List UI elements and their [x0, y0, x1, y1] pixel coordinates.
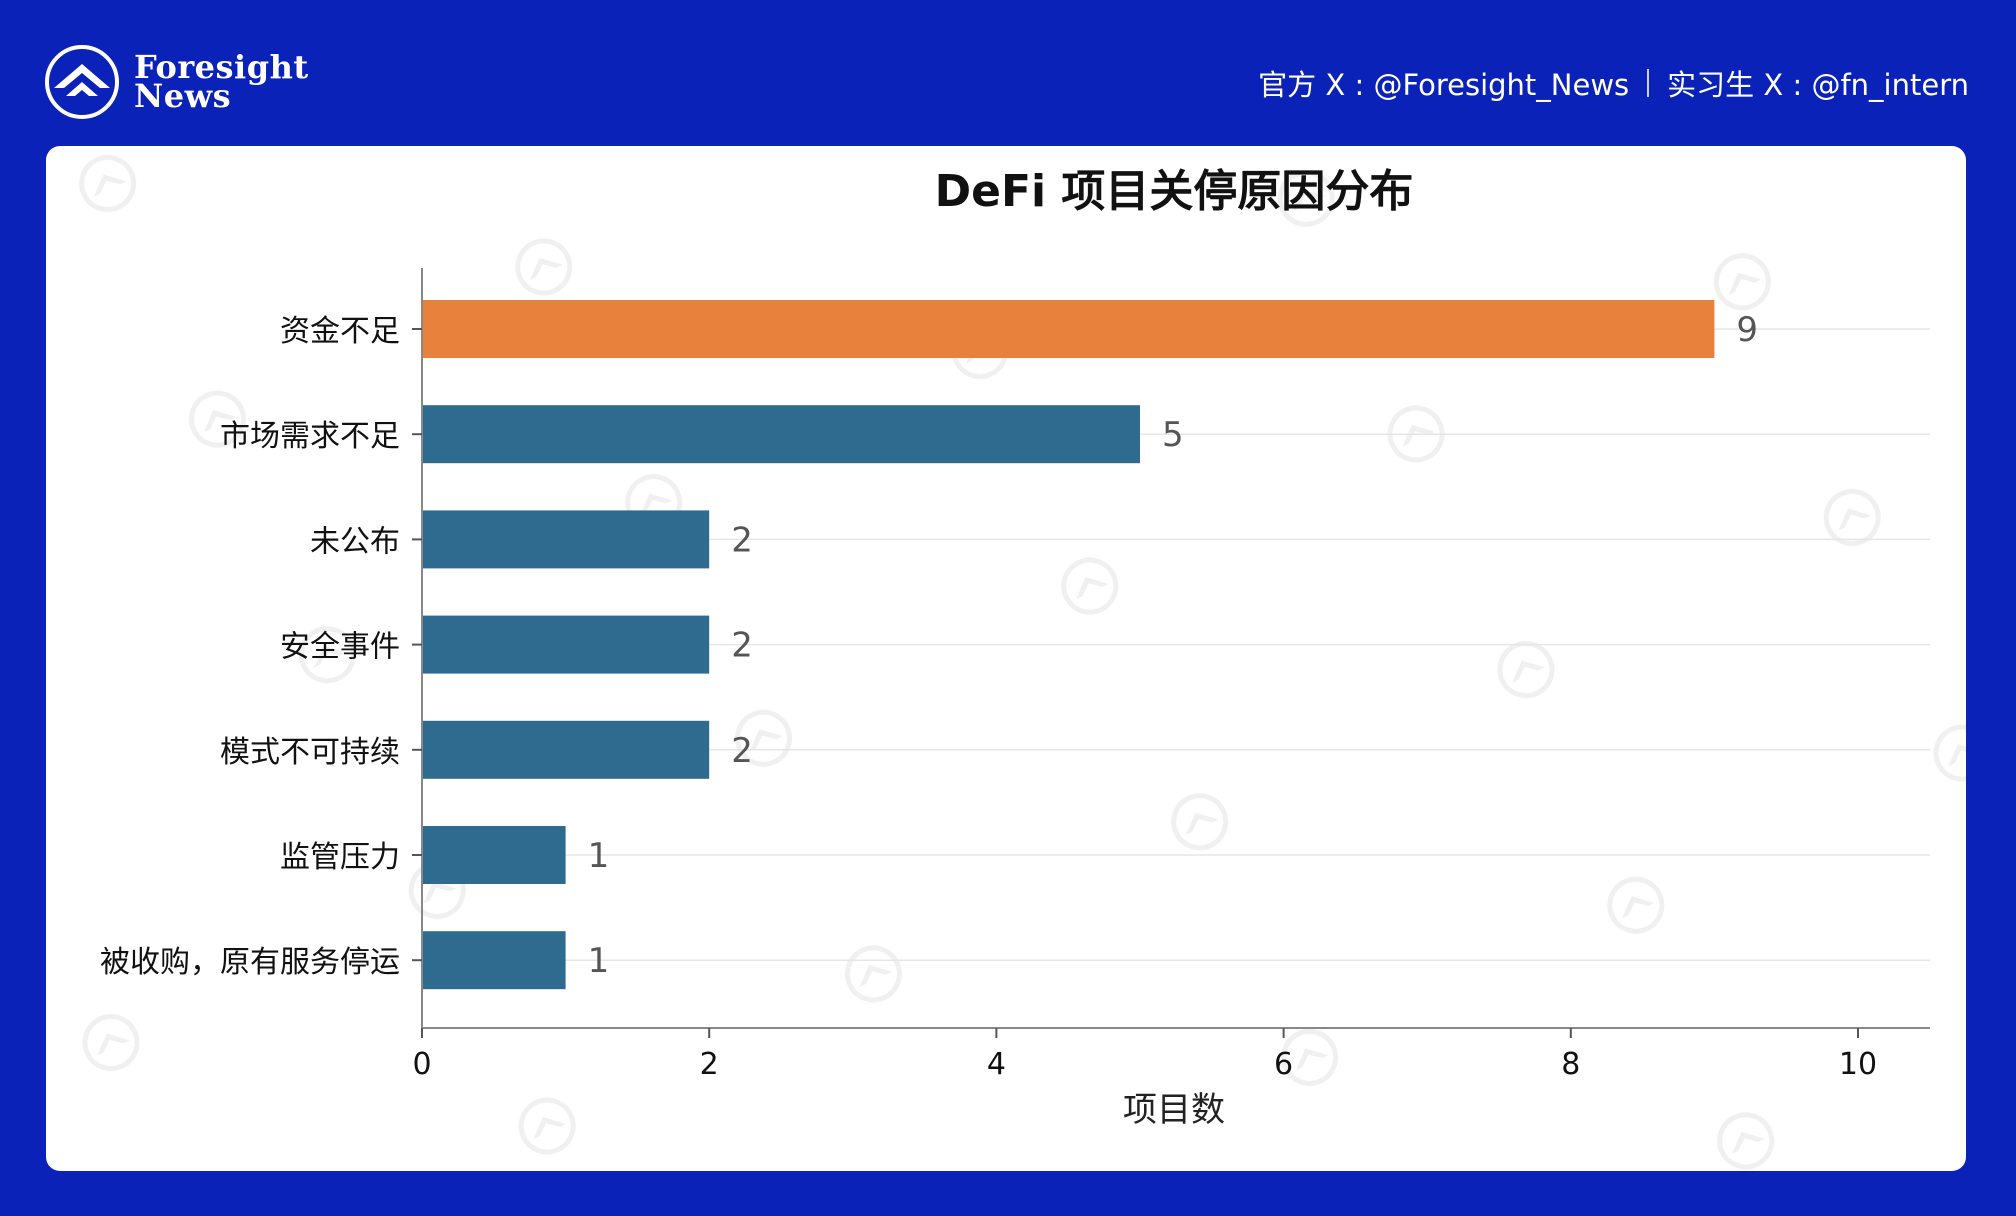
category-label: 监管压力	[280, 840, 400, 875]
data-label: 2	[731, 731, 753, 771]
brand-name-line2: News	[134, 77, 232, 115]
brand-logo: Foresight News	[44, 44, 309, 120]
data-label: 5	[1162, 415, 1184, 455]
data-label: 1	[588, 941, 610, 981]
bar-2	[423, 405, 1140, 464]
brand-name: Foresight News	[134, 48, 309, 115]
bar-chart: DeFi 项目关停原因分布 9 5 2 2 2 1 1 资金不足市场需求不足未公布安全事件模…	[100, 166, 1930, 1130]
category-label: 市场需求不足	[220, 419, 400, 454]
category-label: 被收购，原有服务停运	[100, 945, 400, 980]
x-tick-label: 10	[1839, 1047, 1877, 1082]
x-tick-label: 0	[412, 1047, 431, 1082]
category-label: 模式不可持续	[220, 735, 400, 770]
x-tick-label: 6	[1274, 1047, 1293, 1082]
bar-1	[423, 300, 1715, 358]
x-tick-label: 2	[700, 1047, 719, 1082]
x-tick-label: 4	[987, 1047, 1006, 1082]
social-handles: 官方 X : @Foresight_News 实习生 X : @fn_inter…	[1258, 62, 1969, 104]
category-label: 安全事件	[280, 630, 400, 665]
bar-4	[423, 615, 710, 674]
data-label: 2	[731, 626, 753, 666]
foresight-logo-icon	[45, 45, 119, 119]
category-label: 未公布	[310, 524, 400, 559]
x-tick-label: 8	[1561, 1047, 1580, 1082]
handle-divider	[1647, 69, 1650, 97]
data-label: 1	[588, 836, 610, 876]
data-label: 2	[731, 520, 753, 560]
bar-6	[423, 826, 566, 884]
x-axis-label: 项目数	[1123, 1090, 1225, 1130]
bar-5	[423, 720, 710, 779]
intern-handle: 实习生 X : @fn_intern	[1667, 68, 1969, 102]
category-label: 资金不足	[280, 314, 400, 349]
chart-title: DeFi 项目关停原因分布	[935, 166, 1414, 217]
bar-3	[423, 510, 710, 569]
top-bar: Foresight News 官方 X : @Foresight_News 实习…	[0, 0, 2016, 146]
brand-name-line1: Foresight	[134, 48, 309, 86]
official-handle: 官方 X : @Foresight_News	[1258, 68, 1630, 102]
data-label: 9	[1736, 310, 1758, 350]
chart-card: DeFi 项目关停原因分布 9 5 2 2 2 1 1 资金不足市场需求不足未公布安全事件模…	[46, 146, 1966, 1171]
bar-7	[423, 931, 566, 990]
